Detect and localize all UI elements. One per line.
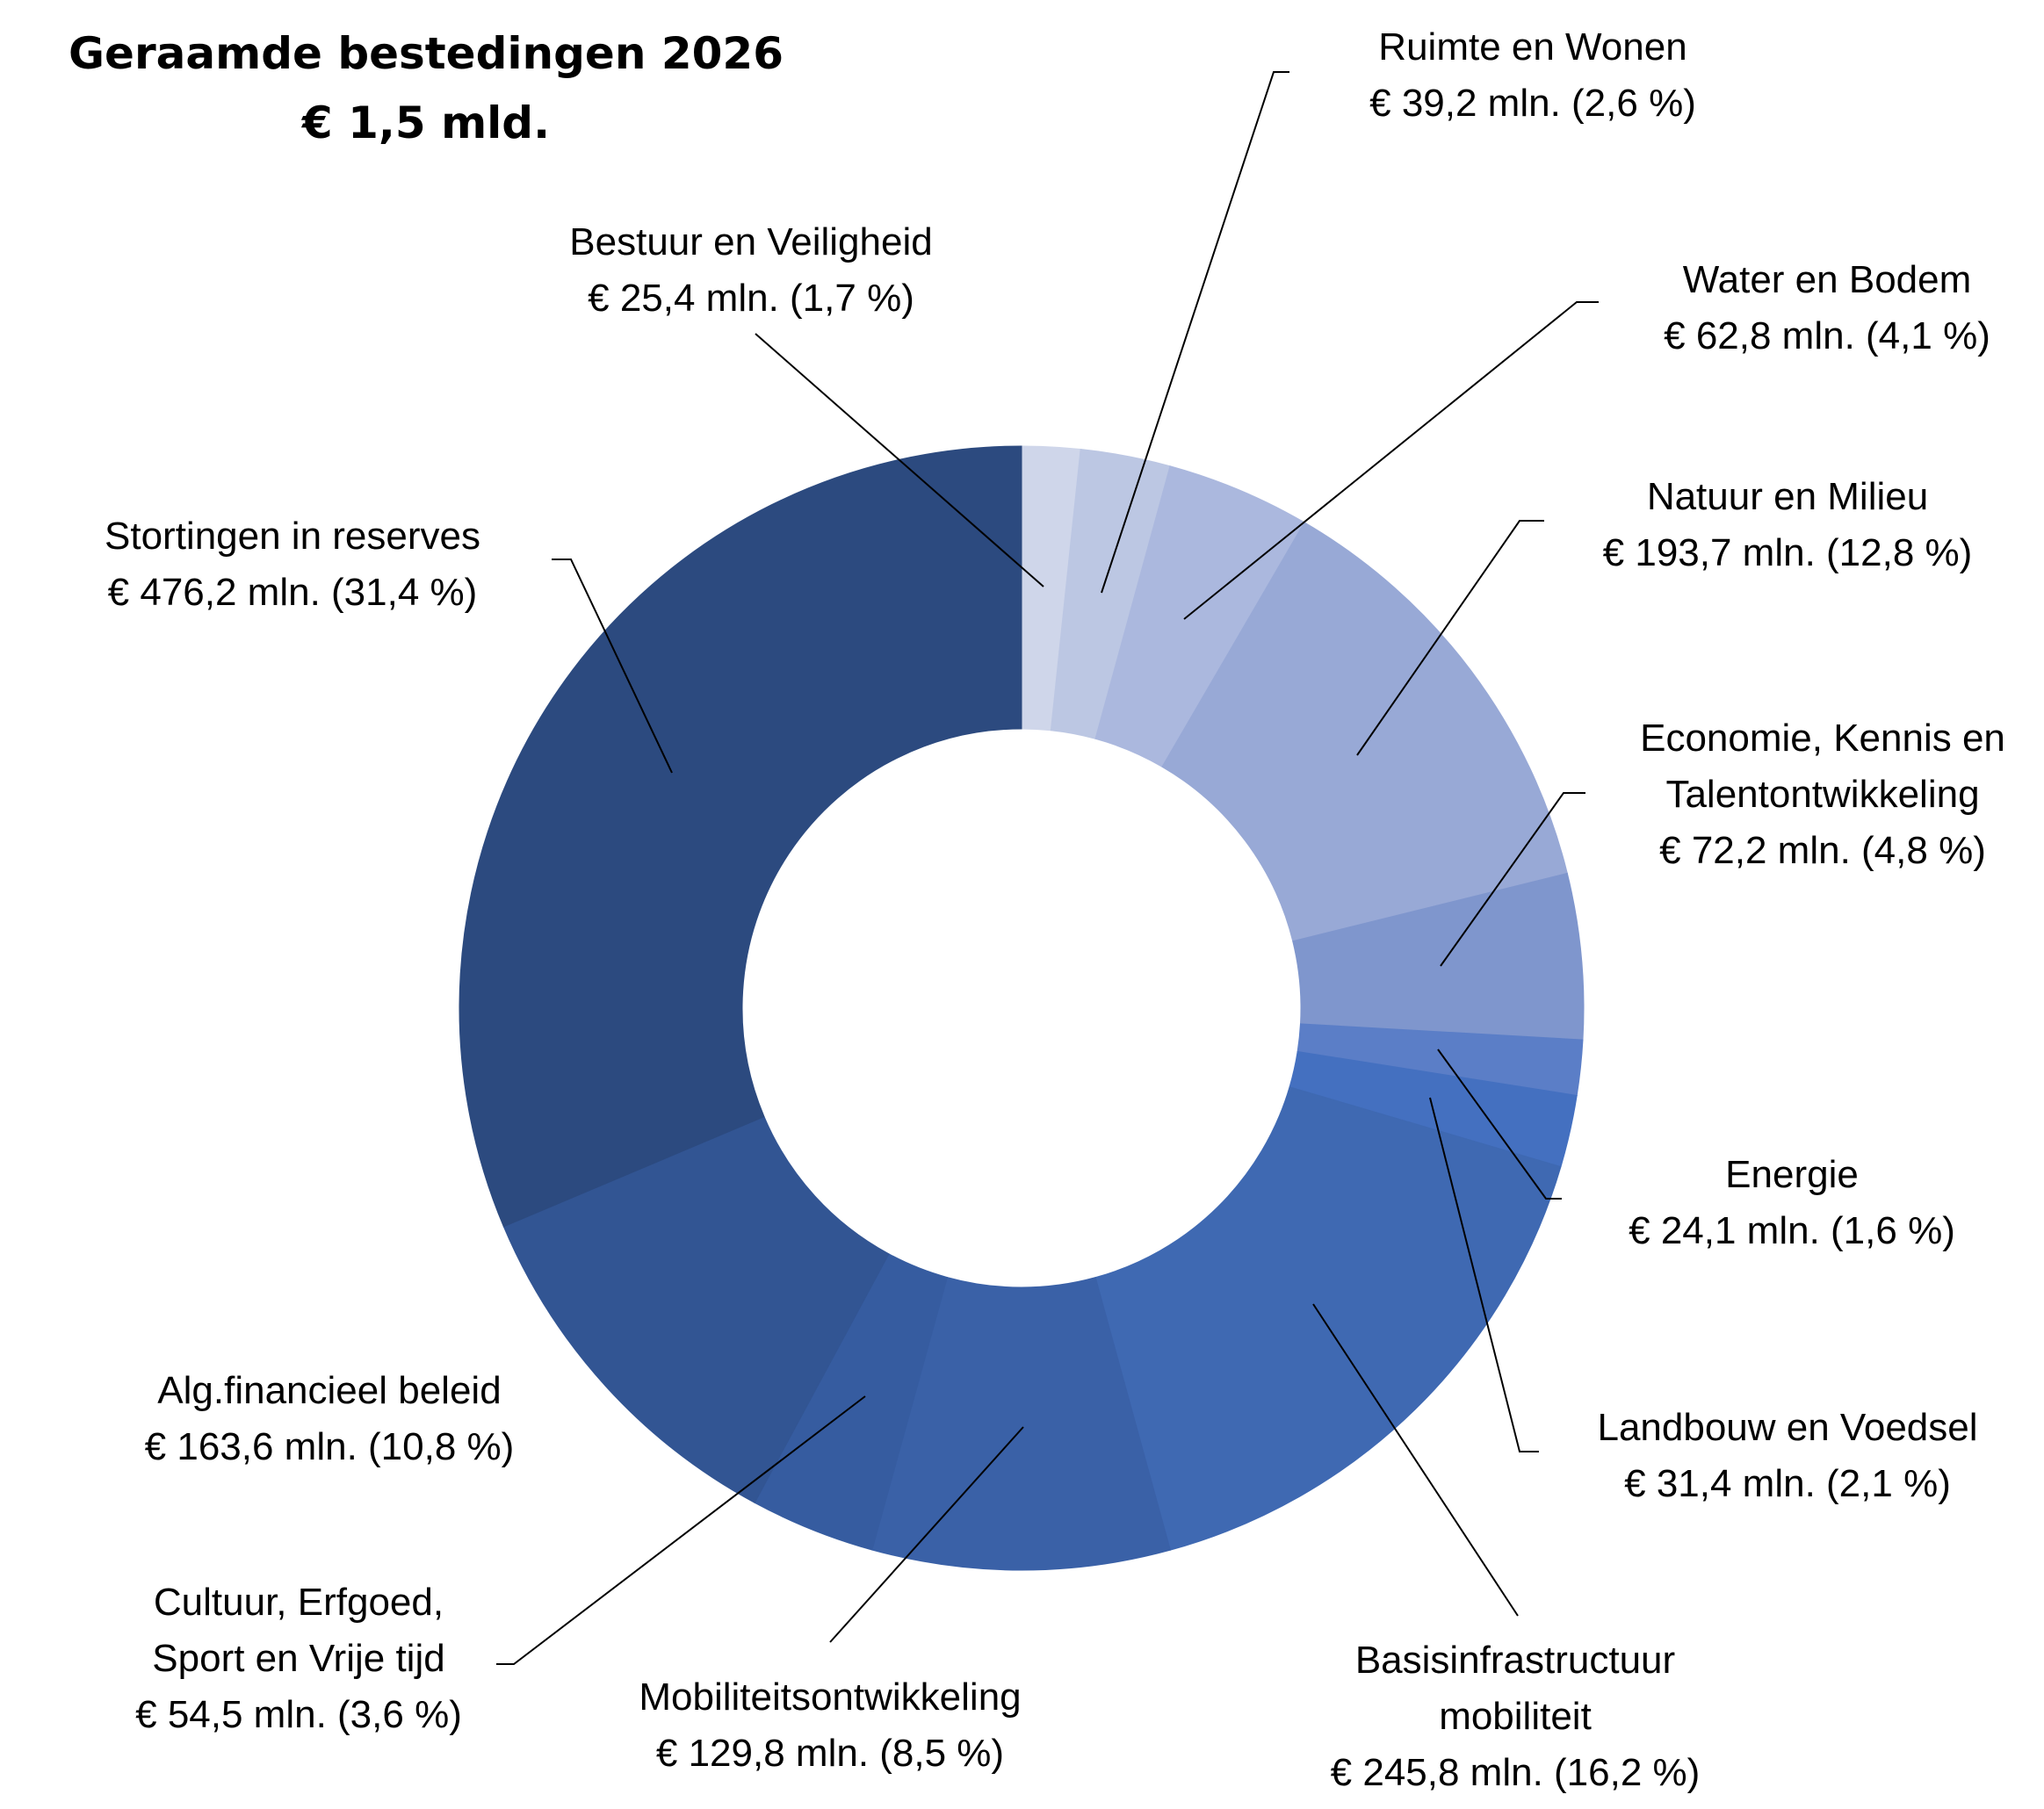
label-amount: € 476,2 mln. (31,4 %) <box>108 571 478 614</box>
label-amount: € 62,8 mln. (4,1 %) <box>1664 314 1990 357</box>
label-amount: € 54,5 mln. (3,6 %) <box>135 1693 462 1736</box>
label-amount: € 163,6 mln. (10,8 %) <box>145 1425 515 1468</box>
leader-line-water-en-bodem <box>1183 301 1599 620</box>
label-name: Talentontwikkeling <box>1665 773 1979 816</box>
label-name: Bestuur en Veiligheid <box>569 220 932 263</box>
label-natuur-en-milieu: Natuur en Milieu € 193,7 mln. (12,8 %) <box>1603 475 1973 574</box>
slice-natuur-en-milieu <box>1161 522 1568 942</box>
slice-labels: Bestuur en Veiligheid € 25,4 mln. (1,7 %)… <box>105 25 2005 1794</box>
leader-line-landbouw-en-voedsel <box>1429 1097 1539 1452</box>
label-name: Alg.financieel beleid <box>157 1369 501 1412</box>
label-name: Economie, Kennis en <box>1640 717 2005 760</box>
leader-line-stortingen-in-reserves <box>552 559 673 774</box>
label-name: Mobiliteitsontwikkeling <box>639 1676 1021 1719</box>
leader-line-mobiliteitsontwikkeling <box>829 1426 1024 1643</box>
leader-line-natuur-en-milieu <box>1356 520 1544 756</box>
label-bestuur-en-veiligheid: Bestuur en Veiligheid € 25,4 mln. (1,7 %) <box>569 220 932 320</box>
chart-subtitle-text: € 1,5 mld. <box>301 97 550 148</box>
slice-mobiliteitsontwikkeling <box>871 1276 1172 1571</box>
label-landbouw-en-voedsel: Landbouw en Voedsel € 31,4 mln. (2,1 %) <box>1597 1406 1977 1505</box>
label-amount: € 129,8 mln. (8,5 %) <box>656 1732 1004 1775</box>
label-name: mobiliteit <box>1439 1695 1592 1738</box>
label-amount: € 245,8 mln. (16,2 %) <box>1331 1751 1701 1794</box>
label-water-en-bodem: Water en Bodem € 62,8 mln. (4,1 %) <box>1664 258 1990 357</box>
label-economie-kennis-en-talentontwikkeling: Economie, Kennis en Talentontwikkeling € 7… <box>1640 717 2005 872</box>
label-basisinfrastructuur-mobiliteit: Basisinfrastructuur mobiliteit € 245,8 mln… <box>1331 1639 1701 1794</box>
donut-slices <box>459 445 1585 1571</box>
slice-stortingen-in-reserves <box>459 445 1022 1228</box>
leader-line-energie <box>1437 1049 1562 1200</box>
label-cultuur-erfgoed-sport-en-vrije-tijd: Cultuur, Erfgoed, Sport en Vrije tijd € 54… <box>135 1581 462 1736</box>
slice-basisinfrastructuur-mobiliteit <box>1094 1086 1562 1551</box>
label-amount: € 72,2 mln. (4,8 %) <box>1659 829 1986 872</box>
label-name: Sport en Vrije tijd <box>152 1637 444 1680</box>
label-name: Energie <box>1725 1153 1859 1196</box>
leader-line-basisinfrastructuur-mobiliteit <box>1312 1303 1519 1617</box>
leader-line-bestuur-en-veiligheid <box>755 333 1044 587</box>
label-name: Cultuur, Erfgoed, <box>154 1581 444 1624</box>
label-amount: € 39,2 mln. (2,6 %) <box>1369 82 1696 125</box>
leader-lines <box>496 71 1599 1665</box>
label-amount: € 25,4 mln. (1,7 %) <box>588 277 914 320</box>
slice-alg-financieel-beleid <box>502 1115 890 1503</box>
label-name: Ruimte en Wonen <box>1378 25 1686 68</box>
label-stortingen-in-reserves: Stortingen in reserves € 476,2 mln. (31,4… <box>105 515 480 614</box>
leader-line-cultuur-erfgoed-sport-en-vrije-tijd <box>496 1395 866 1665</box>
label-name: Landbouw en Voedsel <box>1597 1406 1977 1449</box>
label-name: Basisinfrastructuur <box>1355 1639 1675 1682</box>
label-ruimte-en-wonen: Ruimte en Wonen € 39,2 mln. (2,6 %) <box>1369 25 1696 125</box>
label-amount: € 193,7 mln. (12,8 %) <box>1603 531 1973 574</box>
leader-line-economie-kennis-en-talentontwikkeling <box>1440 792 1585 967</box>
chart-title: Geraamde bestedingen 2026 € 1,5 mld. <box>69 28 784 148</box>
label-name: Natuur en Milieu <box>1647 475 1928 518</box>
label-name: Stortingen in reserves <box>105 515 480 558</box>
chart-title-text: Geraamde bestedingen 2026 <box>69 28 784 79</box>
label-alg-financieel-beleid: Alg.financieel beleid € 163,6 mln. (10,8 … <box>145 1369 515 1468</box>
leader-line-ruimte-en-wonen <box>1101 71 1289 594</box>
label-amount: € 24,1 mln. (1,6 %) <box>1629 1209 1955 1252</box>
label-amount: € 31,4 mln. (2,1 %) <box>1624 1462 1951 1505</box>
label-name: Water en Bodem <box>1683 258 1972 301</box>
label-energie: Energie € 24,1 mln. (1,6 %) <box>1629 1153 1955 1252</box>
label-mobiliteitsontwikkeling: Mobiliteitsontwikkeling € 129,8 mln. (8,5… <box>639 1676 1021 1775</box>
